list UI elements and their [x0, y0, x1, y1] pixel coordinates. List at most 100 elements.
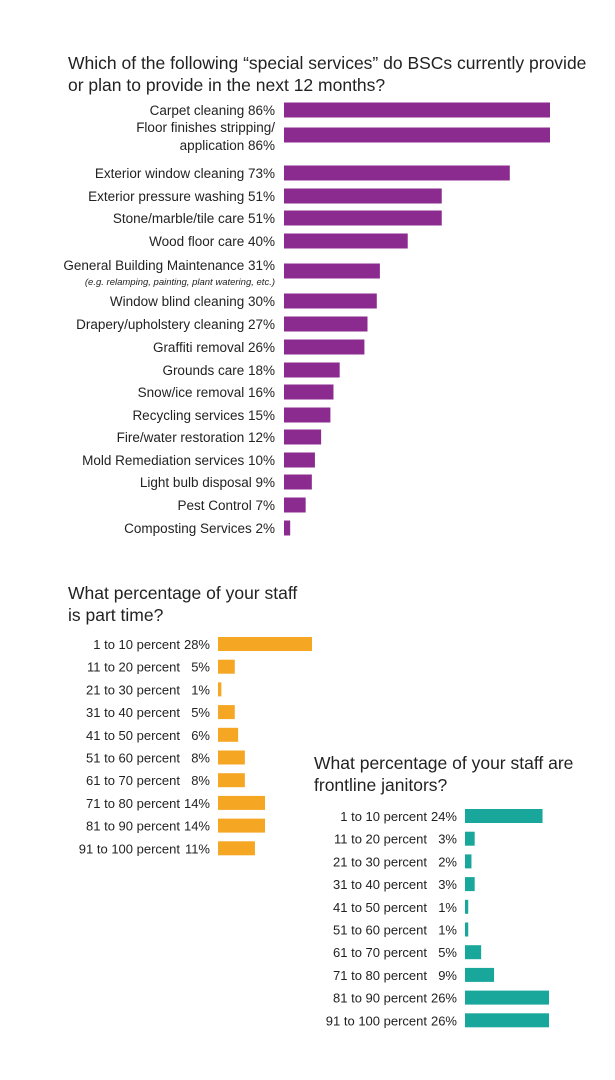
- bar-9: [465, 990, 549, 1005]
- special-services-bar-chart: Carpet cleaning 86% application 86% Floor …: [63, 102, 550, 536]
- category-label: Recycling services 15%: [132, 408, 275, 423]
- value-label: 8%: [191, 773, 210, 788]
- category-label: 21 to 30 percent: [86, 682, 180, 697]
- category-label: 71 to 80 percent: [86, 796, 180, 811]
- category-label: 61 to 70 percent: [86, 773, 180, 788]
- value-label: 2%: [438, 854, 457, 869]
- category-label: 11 to 20 percent: [334, 832, 427, 847]
- category-label: 81 to 90 percent: [86, 819, 180, 834]
- value-label: 5%: [191, 705, 210, 720]
- value-label: 24%: [431, 809, 457, 824]
- value-label: 1%: [191, 682, 210, 697]
- category-note: (e.g. relamping, painting, plant waterin…: [85, 277, 275, 288]
- category-label: Floor finishes stripping/: [136, 120, 275, 135]
- category-label: 51 to 60 percent: [86, 751, 180, 766]
- value-label: 1%: [438, 923, 457, 938]
- value-label: 9%: [438, 968, 457, 983]
- bar-12: [284, 384, 334, 400]
- bar-6: [284, 233, 408, 249]
- category-label: Graffiti removal 26%: [153, 340, 275, 355]
- value-label: 3%: [438, 832, 457, 847]
- value-label: 1%: [438, 900, 457, 915]
- value-label: 6%: [191, 728, 210, 743]
- category-label: Pest Control 7%: [177, 498, 275, 513]
- bar-1: [465, 809, 543, 823]
- category-label: 31 to 40 percent: [333, 877, 427, 892]
- bar-11: [284, 362, 340, 378]
- value-label: 11%: [185, 841, 210, 856]
- bar-3: [218, 682, 222, 697]
- chart-title-frontline-janitors: What percentage of your staff are frontl…: [314, 753, 574, 795]
- category-label: Exterior pressure washing 51%: [88, 189, 275, 204]
- bar-2: [465, 831, 475, 846]
- category-label: Window blind cleaning 30%: [110, 294, 275, 309]
- bar-10: [465, 1013, 549, 1028]
- value-label: 26%: [431, 1013, 457, 1028]
- bar-5: [218, 727, 239, 742]
- bar-7: [284, 263, 380, 279]
- value-label: 26%: [431, 991, 457, 1006]
- category-label: Carpet cleaning 86%: [150, 103, 275, 118]
- bar-6: [218, 750, 245, 765]
- bar-8: [218, 795, 265, 810]
- bar-8: [284, 293, 377, 309]
- bar-3: [284, 165, 510, 181]
- category-label: 91 to 100 percent: [326, 1013, 428, 1028]
- bar-9: [284, 316, 368, 332]
- category-label: 71 to 80 percent: [333, 968, 427, 983]
- bar-10: [284, 339, 365, 355]
- bar-3: [465, 854, 472, 869]
- bar-4: [218, 705, 235, 720]
- value-label: 5%: [191, 660, 210, 675]
- category-label: Grounds care 18%: [162, 363, 275, 378]
- category-label: 51 to 60 percent: [333, 923, 427, 938]
- bar-14: [284, 429, 322, 445]
- category-label: Exterior window cleaning 73%: [95, 166, 275, 181]
- category-label: Stone/marble/tile care 51%: [113, 211, 275, 226]
- category-label: 61 to 70 percent: [333, 945, 427, 960]
- bar-15: [284, 452, 315, 468]
- category-label: 11 to 20 percent: [87, 660, 180, 675]
- bar-7: [465, 945, 482, 960]
- bar-4: [284, 188, 442, 204]
- category-label: 81 to 90 percent: [333, 991, 427, 1006]
- category-label: 21 to 30 percent: [333, 854, 427, 869]
- category-label: Composting Services 2%: [124, 521, 275, 536]
- bar-16: [284, 474, 312, 490]
- category-label: Wood floor care 40%: [149, 234, 275, 249]
- bar-6: [465, 922, 469, 937]
- category-label: General Building Maintenance 31%: [63, 258, 275, 273]
- bar-18: [284, 520, 291, 536]
- value-label: 3%: [438, 877, 457, 892]
- category-label-line2: application 86%: [180, 138, 275, 153]
- bar-5: [284, 210, 442, 226]
- bar-9: [218, 818, 265, 833]
- bar-7: [218, 773, 245, 788]
- bar-2: [218, 659, 235, 674]
- category-label: Fire/water restoration 12%: [117, 430, 275, 445]
- bar-8: [465, 967, 495, 982]
- category-label: 41 to 50 percent: [86, 728, 180, 743]
- bar-1: [284, 102, 550, 118]
- chart-title-part-time: What percentage of your staff is part ti…: [68, 583, 298, 625]
- category-label: Light bulb disposal 9%: [140, 475, 275, 490]
- value-label: 5%: [438, 945, 457, 960]
- bar-17: [284, 497, 306, 513]
- bar-1: [218, 637, 312, 651]
- category-label: Drapery/upholstery cleaning 27%: [76, 317, 275, 332]
- chart-title-special-services: Which of the following “special services…: [68, 53, 587, 95]
- bar-4: [465, 877, 475, 892]
- category-label: Snow/ice removal 16%: [138, 385, 275, 400]
- bar-13: [284, 407, 331, 423]
- category-label: 31 to 40 percent: [86, 705, 180, 720]
- category-label: Mold Remediation services 10%: [82, 453, 275, 468]
- value-label: 14%: [184, 796, 210, 811]
- bar-10: [218, 841, 255, 856]
- bar-2: [284, 127, 550, 143]
- category-label: 1 to 10 percent: [340, 809, 427, 824]
- category-label: 1 to 10 percent: [93, 637, 180, 652]
- category-label: 41 to 50 percent: [333, 900, 427, 915]
- category-label: 91 to 100 percent: [79, 841, 181, 856]
